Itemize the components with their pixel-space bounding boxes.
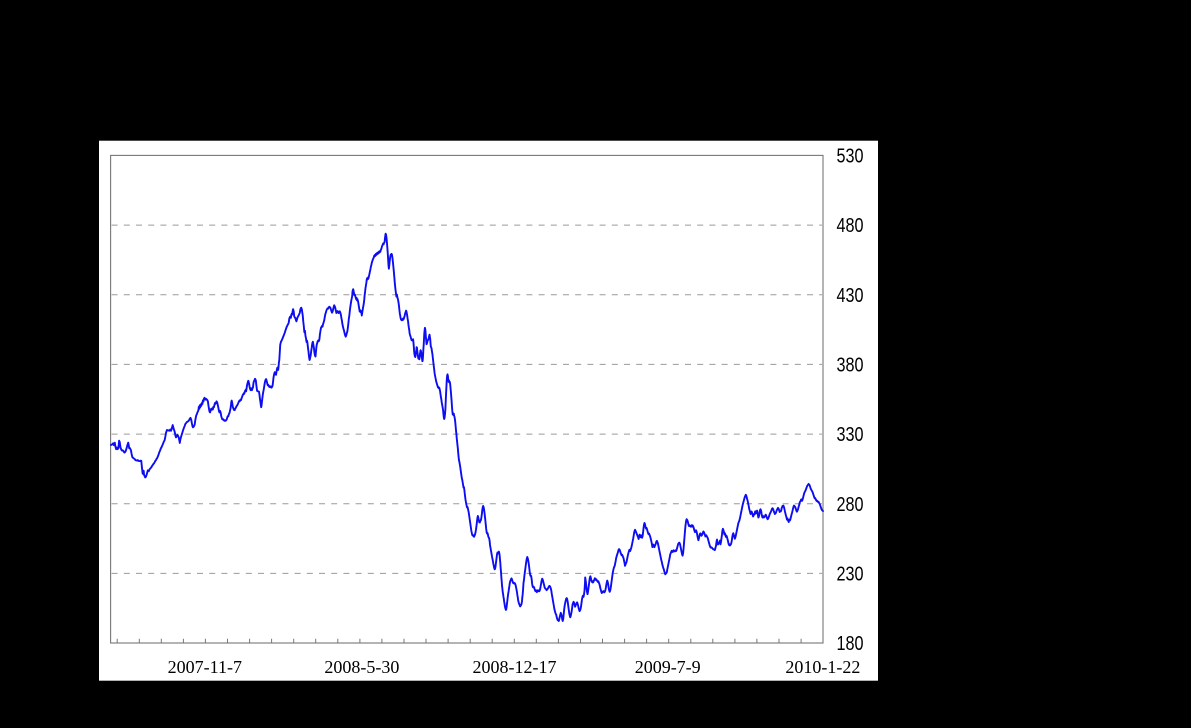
svg-text:2008-12-17: 2008-12-17 <box>473 657 557 677</box>
svg-text:330: 330 <box>837 424 864 446</box>
svg-text:2008-5-30: 2008-5-30 <box>324 657 399 677</box>
svg-text:480: 480 <box>837 215 864 237</box>
svg-text:380: 380 <box>837 355 864 377</box>
svg-text:230: 230 <box>837 564 864 586</box>
svg-text:2010-1-22: 2010-1-22 <box>785 657 860 677</box>
svg-text:430: 430 <box>837 285 864 307</box>
svg-text:180: 180 <box>837 633 864 655</box>
svg-text:530: 530 <box>837 146 864 168</box>
svg-text:2007-11-7: 2007-11-7 <box>168 657 242 677</box>
svg-text:2009-7-9: 2009-7-9 <box>635 657 701 677</box>
svg-text:280: 280 <box>837 494 864 516</box>
